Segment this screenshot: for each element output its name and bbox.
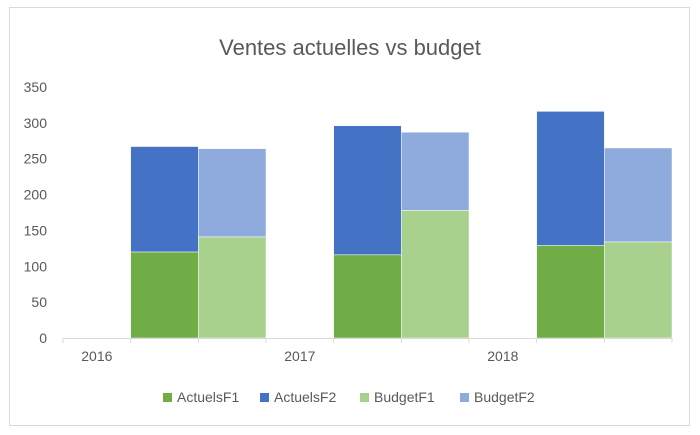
legend-label: BudgetF1 — [374, 389, 435, 405]
bar-actuelsf1 — [536, 245, 605, 339]
x-tick-label: 2017 — [284, 348, 315, 364]
bar-budgetf2 — [401, 131, 470, 211]
y-tick-label: 150 — [24, 222, 48, 238]
y-tick-label: 200 — [24, 187, 48, 203]
y-tick-label: 0 — [39, 330, 47, 346]
chart-title: Ventes actuelles vs budget — [219, 35, 481, 60]
x-tick-label: 2018 — [487, 348, 518, 364]
bar-actuelsf2 — [333, 125, 402, 256]
y-tick-label: 250 — [24, 151, 48, 167]
legend-swatch — [360, 393, 369, 402]
legend-label: ActuelsF1 — [177, 389, 239, 405]
legend-label: BudgetF2 — [474, 389, 535, 405]
y-tick-label: 350 — [24, 79, 48, 95]
y-tick-label: 100 — [24, 258, 48, 274]
bar-budgetf2 — [604, 147, 673, 243]
chart-area — [9, 7, 690, 426]
bar-budgetf2 — [198, 148, 267, 238]
y-axis: 0 50 100 150 200 250 300 350 — [24, 79, 48, 346]
x-tick-label: 2016 — [81, 348, 112, 364]
legend-swatch — [460, 393, 469, 402]
legend-label: ActuelsF2 — [274, 389, 336, 405]
bar-budgetf1 — [401, 210, 470, 339]
legend-swatch — [163, 393, 172, 402]
y-tick-label: 50 — [31, 294, 47, 310]
y-tick-label: 300 — [24, 115, 48, 131]
x-axis: 2016 2017 2018 — [62, 338, 673, 364]
bar-actuelsf1 — [130, 251, 199, 339]
bar-actuelsf2 — [130, 146, 199, 253]
bars — [130, 111, 673, 339]
bar-budgetf1 — [604, 241, 673, 339]
bar-budgetf1 — [198, 236, 267, 339]
bar-actuelsf2 — [536, 111, 605, 246]
legend: ActuelsF1 ActuelsF2 BudgetF1 BudgetF2 — [163, 389, 535, 405]
legend-swatch — [260, 393, 269, 402]
bar-actuelsf1 — [333, 254, 402, 339]
